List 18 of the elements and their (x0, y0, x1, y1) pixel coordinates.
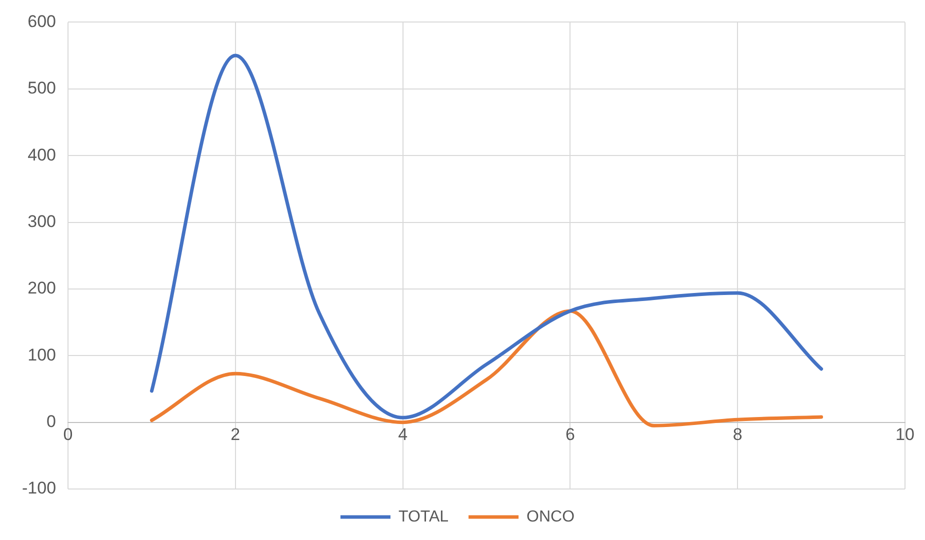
x-tick-label: 4 (398, 425, 408, 444)
y-tick-label: 500 (28, 78, 56, 98)
y-tick-label: -100 (22, 478, 56, 498)
y-tick-label: 400 (28, 145, 56, 164)
y-tick-label: 300 (28, 212, 56, 231)
legend-label: TOTAL (398, 508, 449, 526)
y-tick-label: 100 (28, 345, 56, 364)
x-tick-label: 0 (63, 425, 73, 444)
y-tick-label: 0 (46, 412, 56, 431)
x-tick-label: 10 (896, 425, 914, 444)
x-tick-label: 2 (230, 425, 240, 444)
y-tick-label: 200 (28, 278, 56, 298)
y-tick-label: 600 (28, 12, 56, 31)
x-tick-label: 6 (565, 425, 575, 444)
x-tick-label: 8 (732, 425, 742, 444)
line-series (150, 54, 824, 420)
line-series (150, 309, 824, 428)
legend-label: ONCO (526, 508, 575, 526)
